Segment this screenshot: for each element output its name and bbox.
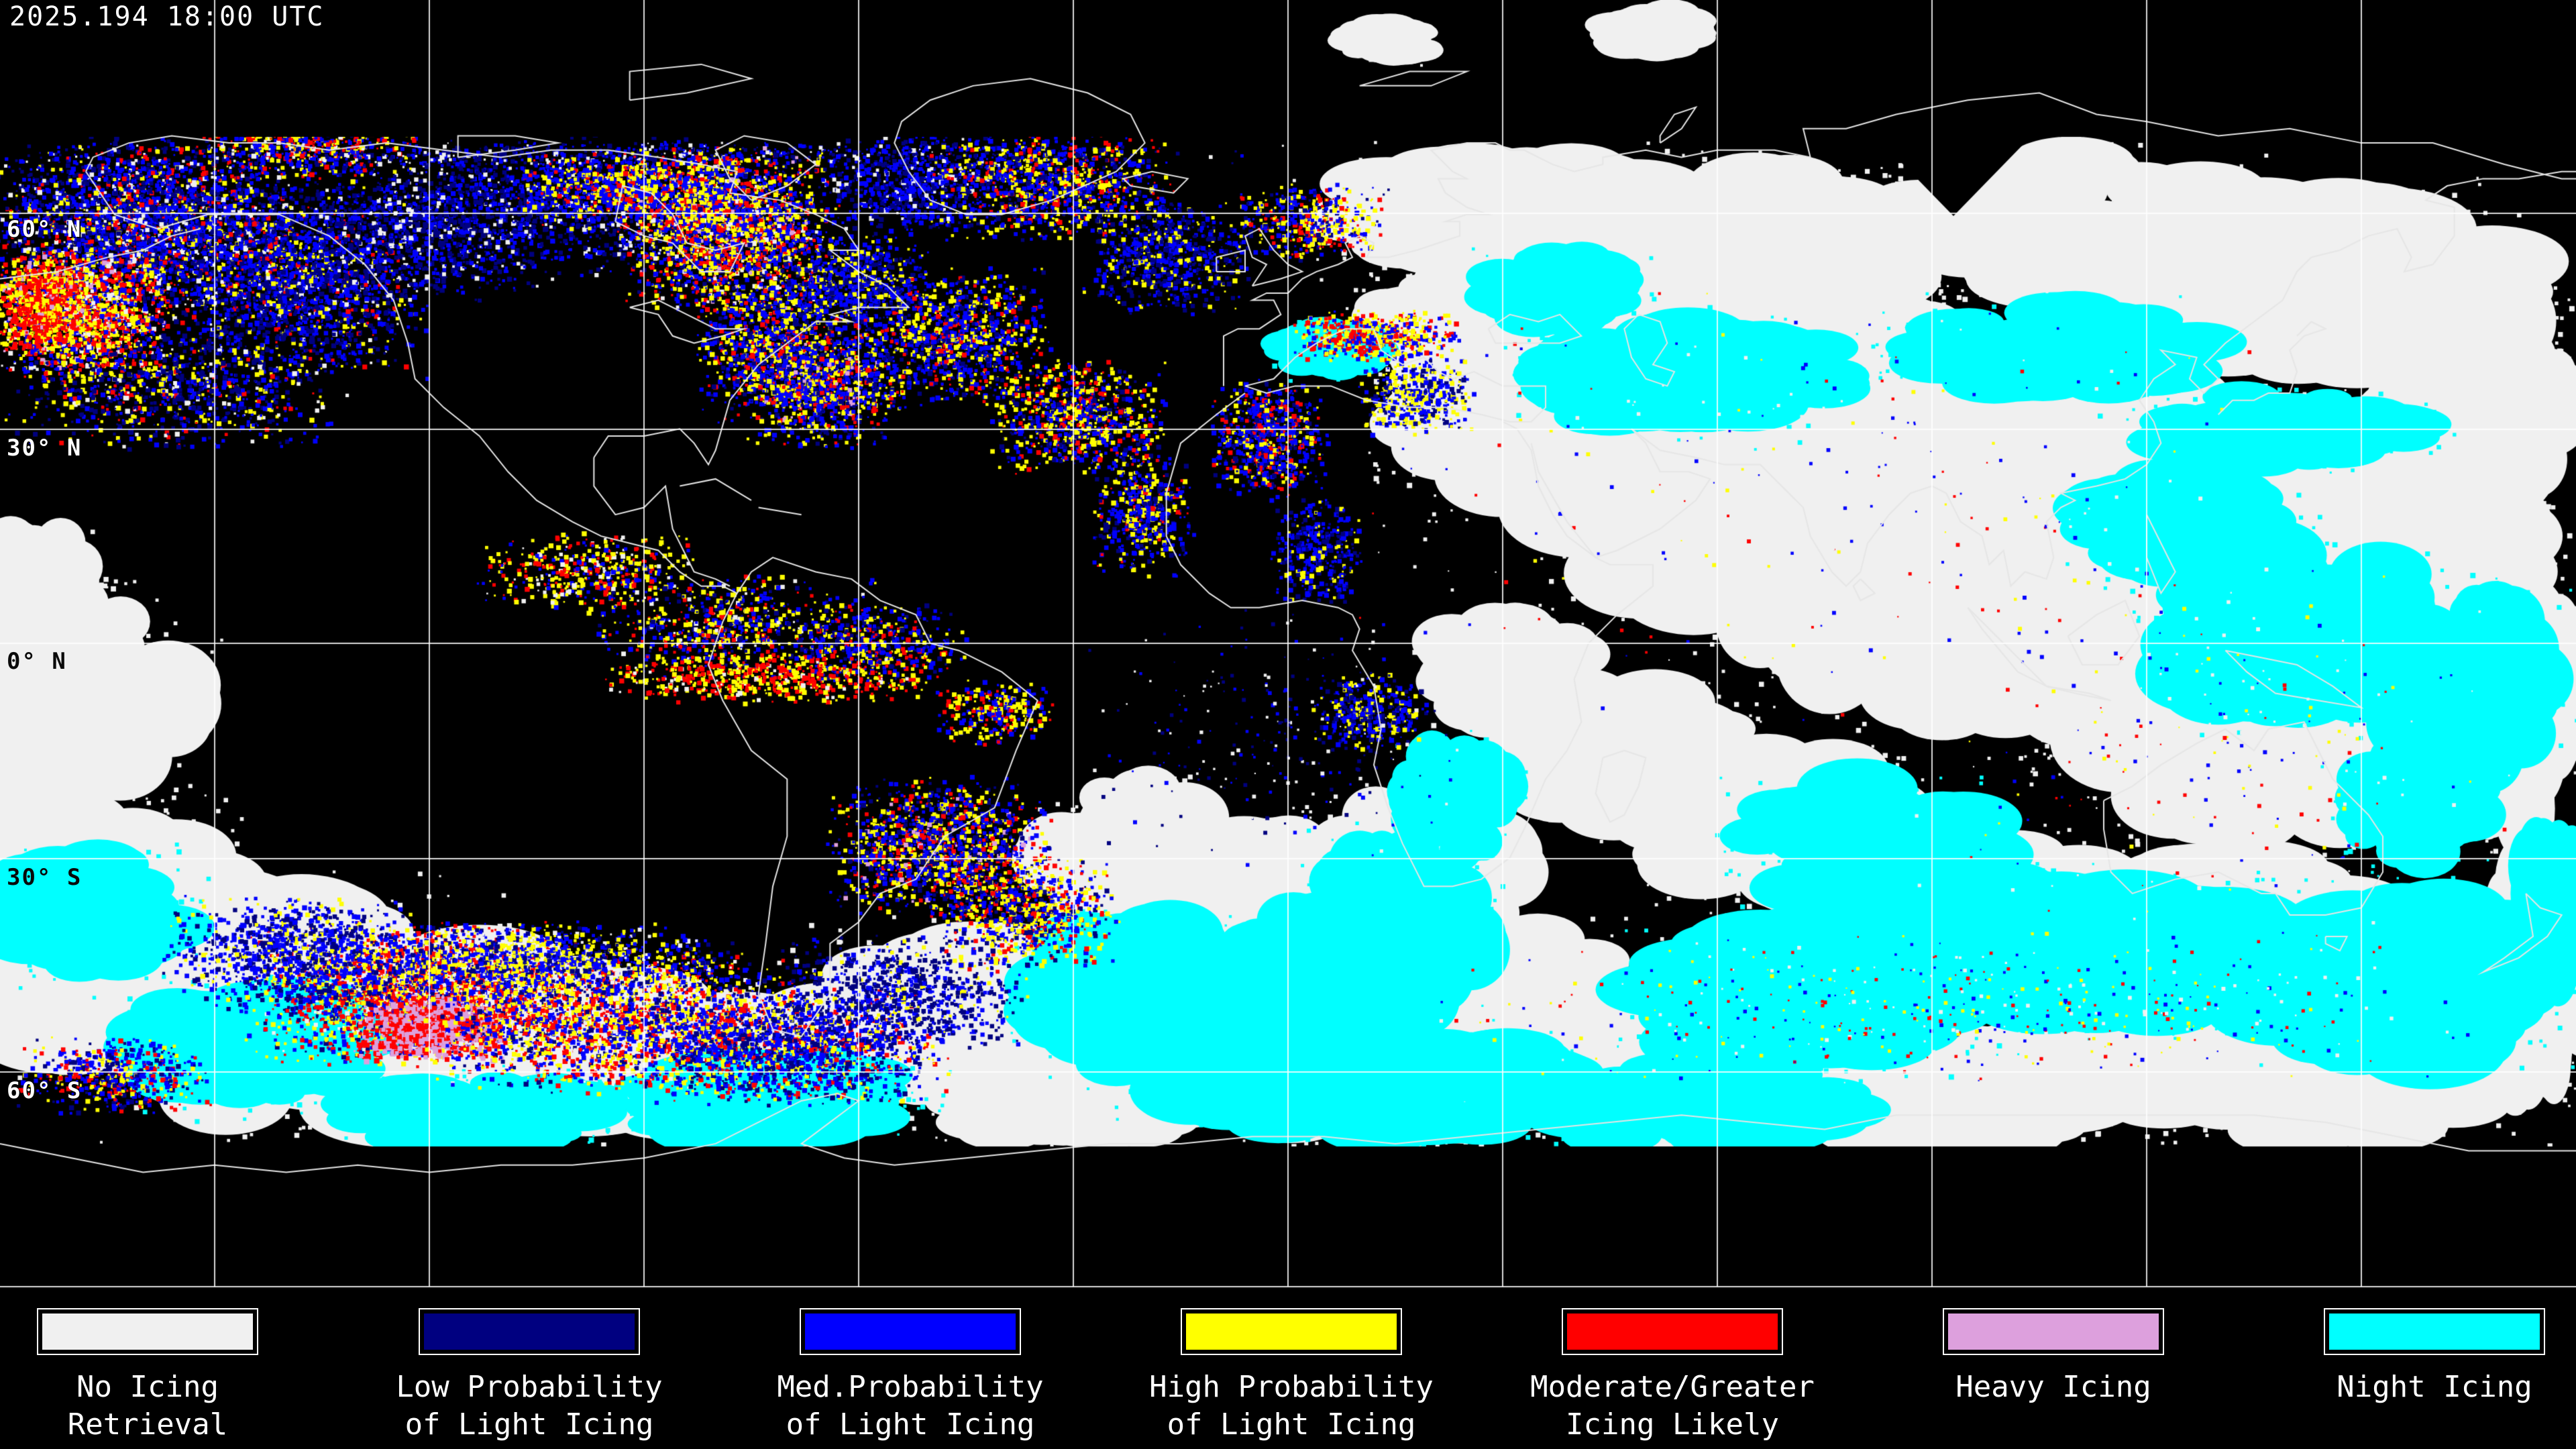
icing-product-window: 2025.194 18:00 UTC 60° N 30° N 0° N 30° S 60… xyxy=(0,0,2576,1449)
world-map-canvas xyxy=(0,0,2576,1449)
